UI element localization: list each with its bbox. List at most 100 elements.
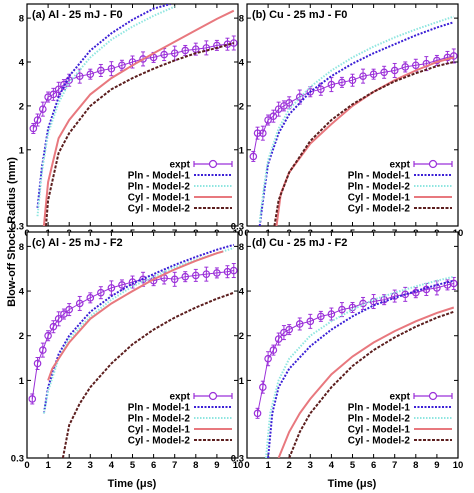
x-tick-label: 9	[434, 460, 439, 471]
x-axis-label-left: Time (μs)	[108, 478, 157, 490]
plot-frame	[26, 3, 239, 227]
panel-title: (d) Cu - 25 mJ - F2	[252, 237, 347, 249]
data-point-expt	[249, 152, 258, 161]
x-tick-label: 6	[371, 460, 376, 471]
y-tick-label: 0.3	[11, 222, 24, 233]
legend-label: Cyl - Model-2	[348, 436, 411, 447]
legend-label: expt	[169, 392, 190, 403]
legend-label: Cyl - Model-2	[348, 204, 411, 215]
data-point-expt	[274, 335, 283, 343]
data-point-expt	[306, 317, 315, 326]
data-point-expt	[253, 129, 262, 137]
x-tick-label: 3	[308, 460, 313, 471]
data-point-expt	[449, 279, 458, 288]
y-tick-label: 2	[239, 101, 244, 112]
data-point-expt	[75, 299, 84, 308]
data-point-expt	[285, 99, 294, 107]
y-tick-label: 1	[239, 145, 245, 156]
data-point-expt	[359, 72, 367, 80]
y-tick-label: 0.3	[231, 222, 244, 233]
data-point-expt	[33, 359, 42, 368]
series-line-pln-model-2	[258, 15, 455, 223]
y-tick-label: 1	[19, 145, 25, 156]
series-line-pln-model-2	[36, 5, 176, 217]
x-tick-label: 7	[172, 460, 177, 471]
data-point-expt	[338, 78, 346, 87]
x-tick-label: 4	[109, 460, 115, 471]
x-tick-label: 2	[67, 460, 72, 471]
y-tick-label: 0.3	[231, 454, 244, 465]
series-line-cyl-model-2	[61, 291, 235, 458]
legend-label: Cyl - Model-2	[128, 436, 191, 447]
data-point-expt	[327, 80, 336, 89]
x-tick-label: 4	[329, 460, 335, 471]
x-tick-label: 1	[45, 460, 51, 471]
legend-label: Pln - Model-1	[128, 171, 191, 182]
y-tick-label: 1	[19, 376, 25, 387]
data-point-expt	[86, 70, 95, 78]
data-point-expt	[202, 270, 211, 278]
data-point-expt	[253, 409, 262, 418]
data-point-expt	[170, 275, 179, 284]
x-tick-label: 7	[392, 460, 397, 471]
x-tick-label: 10	[453, 460, 464, 471]
data-point-expt	[269, 346, 278, 354]
x-tick-label: 0	[24, 460, 29, 471]
data-point-expt	[401, 63, 410, 71]
series-line-cyl-model-2	[273, 61, 455, 226]
data-point-expt	[160, 50, 168, 59]
y-tick-label: 2	[239, 331, 244, 342]
y-tick-label: 4	[19, 58, 25, 69]
data-point-expt	[264, 354, 272, 363]
legend-label: Cyl - Model-1	[348, 193, 411, 204]
plot-frame	[246, 231, 459, 459]
series-line-cyl-model-1	[277, 306, 455, 458]
data-point-expt	[327, 310, 336, 318]
data-point-expt	[39, 105, 47, 113]
y-tick-label: 8	[239, 242, 244, 253]
data-point-expt	[259, 383, 267, 391]
legend-label: Pln - Model-2	[348, 414, 411, 425]
data-point-expt	[192, 271, 200, 280]
x-axis-label-right: Time (μs)	[328, 478, 377, 490]
legend-label: Pln - Model-1	[128, 403, 191, 414]
x-tick-label: 1	[265, 460, 271, 471]
data-point-expt	[49, 322, 58, 331]
data-point-expt	[181, 46, 190, 55]
data-point-expt	[338, 305, 346, 314]
series-line-cyl-model-2	[288, 310, 455, 458]
x-tick-label: 2	[287, 460, 292, 471]
data-point-expt	[65, 305, 74, 314]
data-point-expt	[54, 85, 63, 94]
data-point-expt	[65, 76, 74, 85]
series-line-pln-model-1	[267, 279, 455, 458]
data-point-expt	[306, 87, 315, 96]
data-point-expt	[422, 285, 431, 294]
y-axis-label: Blow-off Shock Radius (mm)	[6, 157, 18, 307]
data-point-expt	[107, 284, 116, 292]
data-point-expt	[411, 288, 420, 297]
series-line-cyl-model-2	[45, 42, 235, 226]
series-group	[29, 4, 238, 226]
series-group	[249, 15, 458, 226]
data-point-expt	[60, 310, 68, 318]
legend-swatch-marker	[208, 391, 218, 401]
data-point-expt	[118, 61, 126, 70]
y-tick-label: 2	[19, 331, 24, 342]
x-tick-label: 8	[413, 460, 418, 471]
data-point-expt	[295, 320, 304, 328]
series-line-pln-model-1	[258, 21, 455, 226]
data-point-expt	[369, 70, 378, 78]
legend-label: Cyl - Model-1	[128, 193, 191, 204]
y-tick-label: 1	[239, 376, 245, 387]
series-line-expt	[32, 42, 234, 129]
data-point-expt	[86, 294, 95, 302]
legend-label: expt	[169, 160, 190, 171]
x-tick-label: 8	[193, 460, 198, 471]
data-point-expt	[411, 61, 420, 70]
y-tick-label: 0.3	[11, 454, 24, 465]
legend-label: Cyl - Model-2	[128, 204, 191, 215]
y-tick-label: 4	[239, 287, 245, 298]
